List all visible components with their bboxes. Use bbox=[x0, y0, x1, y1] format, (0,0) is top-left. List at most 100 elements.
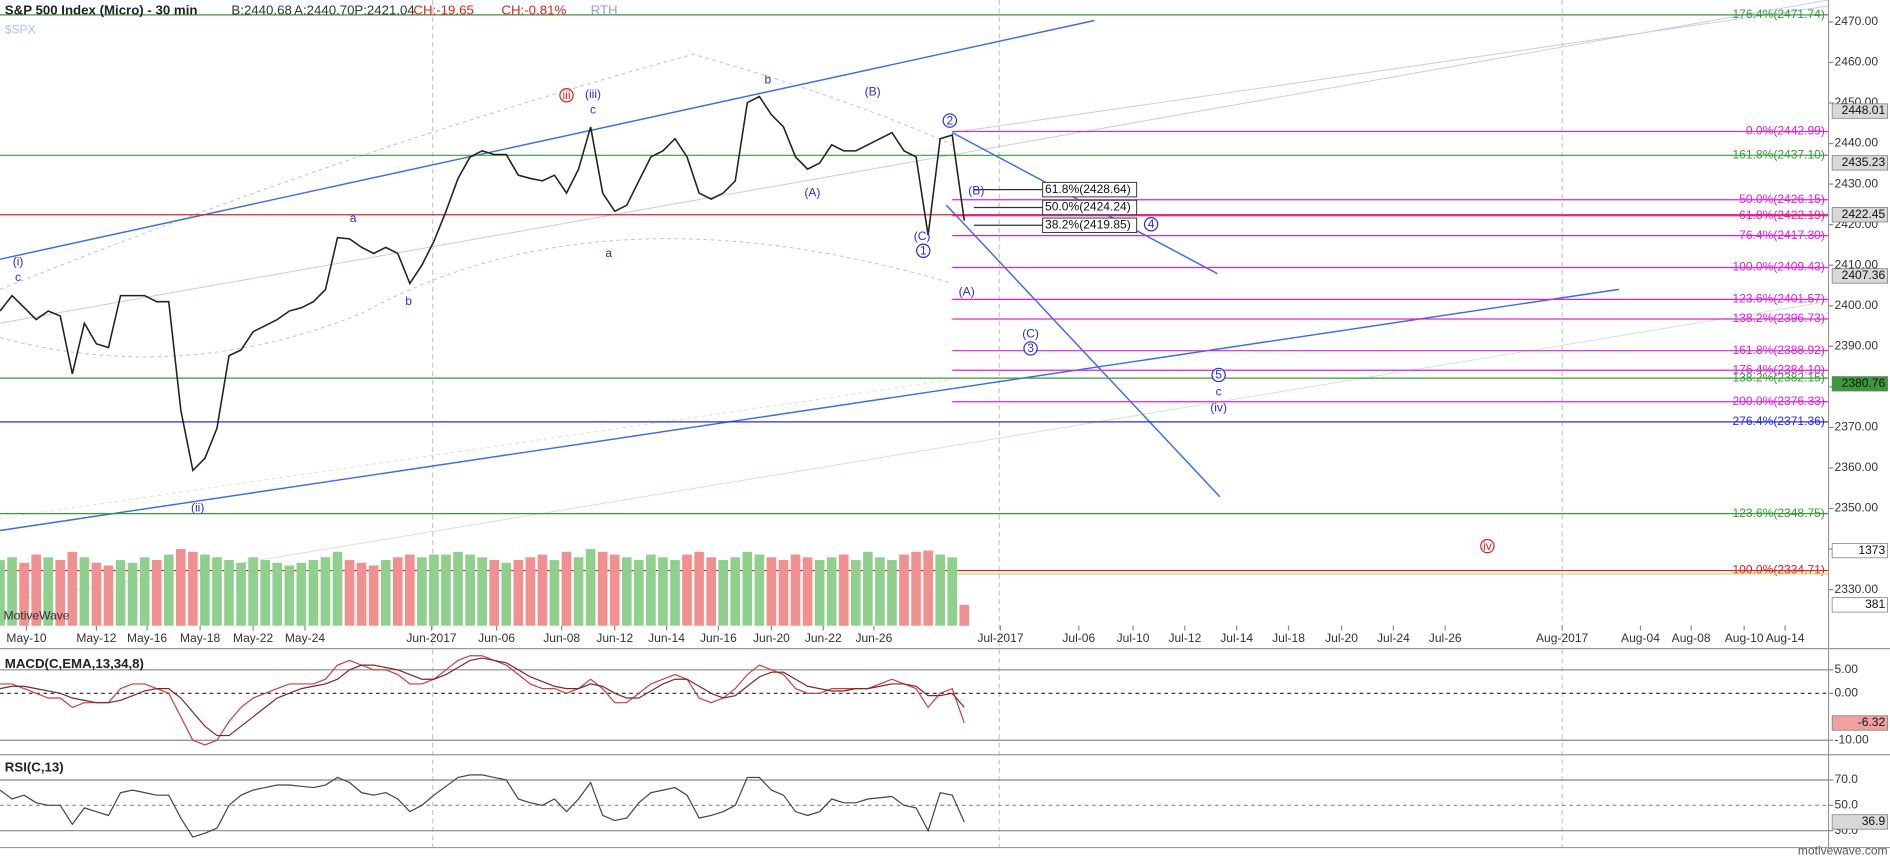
x-tick-label: Jun-16 bbox=[700, 631, 737, 645]
volume-bar bbox=[959, 604, 970, 626]
price-tag: 2407.36 bbox=[1842, 268, 1886, 282]
x-tick-label: Jun-12 bbox=[596, 631, 633, 645]
fib-level-label: 123.6%(2348.75) bbox=[1732, 506, 1824, 520]
price-tag: -6.32 bbox=[1858, 715, 1886, 729]
volume-bar bbox=[200, 554, 210, 626]
volume-bar bbox=[814, 560, 825, 626]
volume-bar bbox=[236, 562, 246, 626]
volume-bar bbox=[863, 551, 873, 626]
series-line bbox=[0, 95, 966, 473]
wave-label: 3 bbox=[1027, 341, 1034, 355]
y-tick-label: 2400.00 bbox=[1835, 298, 1879, 312]
volume-bar bbox=[477, 557, 487, 626]
volume-bar bbox=[802, 557, 813, 626]
price-tag-box bbox=[1831, 103, 1888, 119]
volume-bar bbox=[465, 554, 475, 626]
volume-bar bbox=[742, 551, 753, 626]
x-tick-label: Jul-06 bbox=[1062, 631, 1095, 645]
volume-bar bbox=[537, 554, 548, 626]
volume-bar bbox=[212, 557, 222, 626]
volume-bar bbox=[621, 557, 632, 626]
wave-label: (i) bbox=[13, 254, 24, 268]
series-line bbox=[0, 774, 965, 838]
x-tick-label: Jun-2017 bbox=[406, 631, 457, 645]
date-grid bbox=[432, 0, 1563, 848]
volume-bar bbox=[923, 550, 933, 626]
volume-bar bbox=[284, 565, 295, 626]
y-tick-label: 2370.00 bbox=[1835, 420, 1879, 434]
fib-level-label: 100.0%(2409.43) bbox=[1732, 260, 1824, 274]
volume-bar bbox=[549, 560, 560, 626]
wave-label: b bbox=[764, 72, 771, 86]
y-tick-label: 2460.00 bbox=[1835, 55, 1879, 69]
x-tick-label: Aug-2017 bbox=[1536, 631, 1589, 645]
quote-item: P:2421.04 bbox=[354, 2, 414, 17]
volume-bar bbox=[91, 562, 102, 626]
wave-circle bbox=[559, 88, 574, 103]
volume-bar bbox=[79, 557, 90, 626]
volume-bar bbox=[730, 557, 741, 626]
volume-bar bbox=[513, 560, 524, 626]
y-tick-label: 70.0 bbox=[1835, 772, 1859, 786]
volume-bar bbox=[489, 560, 500, 626]
fib-box-label: 38.2%(2419.85) bbox=[1045, 217, 1131, 231]
y-tick-label: 50.0 bbox=[1835, 798, 1859, 812]
volume-bar bbox=[887, 560, 897, 626]
fib-level-label: 50.0%(2426.15) bbox=[1739, 192, 1825, 206]
price-tag: 2435.23 bbox=[1842, 155, 1886, 169]
volume-bar bbox=[163, 554, 174, 626]
wave-circle bbox=[1143, 217, 1159, 232]
volume-bar bbox=[766, 557, 777, 626]
x-tick-label: Aug-08 bbox=[1672, 631, 1711, 645]
price-tag: 36.9 bbox=[1862, 814, 1886, 828]
y-tick-label: 2360.00 bbox=[1835, 460, 1879, 474]
wave-label: b bbox=[405, 294, 412, 308]
wave-label: 4 bbox=[1148, 217, 1155, 231]
volume-bar bbox=[790, 554, 801, 626]
wave-circle bbox=[1211, 367, 1226, 383]
wave-label: (C) bbox=[1022, 327, 1039, 341]
wave-circle bbox=[942, 113, 958, 128]
volume-bar bbox=[392, 557, 403, 626]
fib-level-label: 138.2%(2396.73) bbox=[1732, 311, 1824, 325]
volume-bar bbox=[658, 557, 668, 626]
y-tick-label: 5.00 bbox=[1835, 662, 1859, 676]
quote-item: CH:-19.65 bbox=[413, 2, 473, 17]
volume-bar bbox=[344, 560, 355, 626]
wave-label: (B) bbox=[865, 84, 881, 98]
volume-bar bbox=[103, 565, 114, 626]
volume-bar bbox=[7, 557, 17, 626]
fib-level-label: 176.4%(2384.10) bbox=[1732, 362, 1824, 376]
volume-bar bbox=[838, 554, 849, 626]
volume-bar bbox=[151, 560, 162, 626]
volume-bar bbox=[682, 554, 692, 626]
wave-label: (A) bbox=[959, 285, 975, 299]
y-tick-label: 0.00 bbox=[1835, 685, 1859, 699]
x-tick-label: Jun-06 bbox=[478, 631, 515, 645]
price-tag: 2422.45 bbox=[1842, 207, 1886, 221]
volume-bar bbox=[634, 560, 644, 626]
y-tick-label: 2470.00 bbox=[1835, 14, 1879, 28]
price-tag-box bbox=[1831, 814, 1888, 830]
volume-bar bbox=[320, 557, 331, 626]
quote-item: CH:-0.81% bbox=[501, 2, 566, 17]
volume-bar bbox=[453, 551, 463, 626]
x-tick-label: Jun-14 bbox=[648, 631, 685, 645]
x-tick-label: Jul-20 bbox=[1325, 631, 1358, 645]
volume-bar bbox=[694, 551, 704, 626]
volume-bar bbox=[525, 557, 536, 626]
price-tag-box bbox=[1831, 715, 1888, 731]
wave-label: a bbox=[350, 211, 357, 225]
x-tick-label: May-12 bbox=[76, 631, 116, 645]
fib-level-label: 200.0%(2376.33) bbox=[1732, 394, 1824, 408]
wave-label: (A) bbox=[804, 186, 820, 200]
price-tag-box bbox=[1831, 376, 1888, 392]
quote-item: RTH bbox=[591, 2, 618, 17]
volume-bar bbox=[308, 560, 319, 626]
macd-title: MACD(C,EMA,13,34,8) bbox=[5, 656, 144, 671]
volume-bar bbox=[706, 557, 716, 626]
y-tick-label: 2430.00 bbox=[1835, 176, 1879, 190]
volume-bar bbox=[67, 551, 78, 626]
